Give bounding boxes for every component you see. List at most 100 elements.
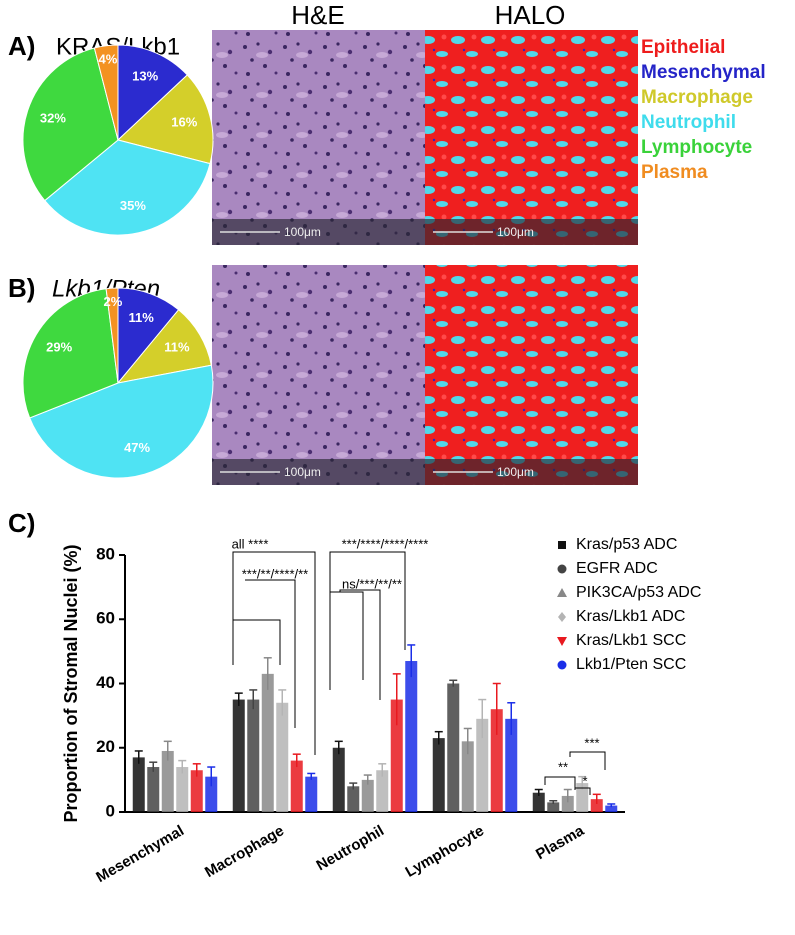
cell-type-legend: Mesenchymal <box>641 62 766 83</box>
bar <box>190 770 203 812</box>
scale-bar-label: 100μm <box>497 465 534 479</box>
legend-label: EGFR ADC <box>576 560 658 577</box>
bar <box>261 673 274 812</box>
y-axis-label: Proportion of Stromal Nuclei (%) <box>61 544 81 822</box>
pie-label: 47% <box>124 440 150 455</box>
significance-bracket <box>329 591 364 690</box>
significance-label: *** <box>584 735 599 750</box>
pie-label: 4% <box>98 51 117 66</box>
pie-slice <box>105 287 119 384</box>
pie-slice <box>117 287 180 385</box>
y-tick-label: 20 <box>96 737 115 756</box>
bar <box>390 699 403 812</box>
bar <box>561 795 574 812</box>
bar <box>361 779 374 812</box>
pie-slice <box>22 288 119 419</box>
legend-marker <box>557 637 567 646</box>
legend-label: PIK3CA/p53 ADC <box>576 584 701 601</box>
bar <box>305 776 318 812</box>
halo-image <box>425 265 638 485</box>
significance-bracket <box>574 787 591 795</box>
halo-image <box>425 30 638 245</box>
bar <box>247 699 260 812</box>
significance-label: ns/***/**/** <box>342 576 402 591</box>
scale-bar-label: 100μm <box>284 465 321 479</box>
pie-label: 32% <box>40 110 66 125</box>
bar <box>405 661 418 812</box>
significance-bracket <box>232 619 281 665</box>
bar <box>147 767 160 812</box>
panel-label: B) <box>8 273 35 303</box>
y-tick-label: 0 <box>106 801 115 820</box>
pie-label: 29% <box>46 340 72 355</box>
bar <box>490 709 503 812</box>
legend-marker <box>557 564 567 574</box>
bar <box>461 741 474 812</box>
pie-slice <box>116 309 212 384</box>
y-tick-label: 80 <box>96 544 115 563</box>
x-tick-label: Neutrophil <box>314 822 387 874</box>
bar <box>476 718 489 812</box>
x-tick-label: Lymphocyte <box>402 822 487 881</box>
bar <box>176 767 189 812</box>
he-image <box>212 30 425 245</box>
pie-label: 11% <box>164 340 190 355</box>
panel-label: C) <box>8 508 35 538</box>
bar <box>332 747 345 812</box>
significance-bracket <box>339 589 381 700</box>
legend-label: Kras/Lkb1 ADC <box>576 608 685 625</box>
pie-label: 16% <box>171 114 197 129</box>
legend-marker <box>558 541 566 549</box>
scale-bar-label: 100μm <box>497 225 534 239</box>
image-title: H&E <box>291 0 344 30</box>
significance-label: ***/**/****/** <box>242 566 309 581</box>
significance-bracket <box>329 551 406 650</box>
significance-bracket <box>569 751 606 770</box>
pie-label: 13% <box>132 69 158 84</box>
significance-label: ***/****/****/**** <box>342 536 429 551</box>
bar <box>432 738 445 812</box>
panel-label: A) <box>8 31 35 61</box>
pie-label: 11% <box>129 310 155 325</box>
legend-marker <box>557 660 567 670</box>
pie-slice <box>116 74 214 165</box>
y-tick-label: 60 <box>96 609 115 628</box>
x-tick-label: Plasma <box>533 822 588 863</box>
bar <box>532 792 545 812</box>
cell-type-legend: Lymphocyte <box>641 137 752 158</box>
cell-type-legend: Epithelial <box>641 37 725 58</box>
x-tick-label: Mesenchymal <box>93 822 187 886</box>
significance-bracket <box>544 776 576 790</box>
cell-type-legend: Plasma <box>641 162 708 183</box>
bar <box>161 750 174 812</box>
bar <box>447 683 460 812</box>
legend-marker <box>558 612 566 622</box>
bar <box>576 783 589 812</box>
significance-bracket <box>245 579 296 728</box>
scale-bar-label: 100μm <box>284 225 321 239</box>
bar <box>376 770 389 812</box>
significance-label: all **** <box>232 536 269 551</box>
pie-slice <box>44 139 211 236</box>
legend-marker <box>557 588 567 597</box>
cell-type-legend: Macrophage <box>641 87 753 108</box>
bar <box>276 702 289 812</box>
significance-label: * <box>582 773 587 788</box>
pie-label: 35% <box>120 198 146 213</box>
pie-slice <box>93 44 119 141</box>
x-tick-label: Macrophage <box>202 822 287 881</box>
pie-slice <box>29 364 214 479</box>
significance-label: ** <box>558 759 568 774</box>
bar <box>205 776 218 812</box>
legend-label: Kras/Lkb1 SCC <box>576 632 686 649</box>
image-title: HALO <box>495 0 566 30</box>
pie-slice <box>22 47 119 202</box>
he-image <box>212 265 425 485</box>
bar <box>605 805 618 812</box>
y-tick-label: 40 <box>96 673 115 692</box>
bar <box>290 760 303 812</box>
bar <box>232 699 245 812</box>
pie-label: 2% <box>104 294 123 309</box>
significance-bracket <box>232 551 316 755</box>
bar <box>347 786 360 812</box>
